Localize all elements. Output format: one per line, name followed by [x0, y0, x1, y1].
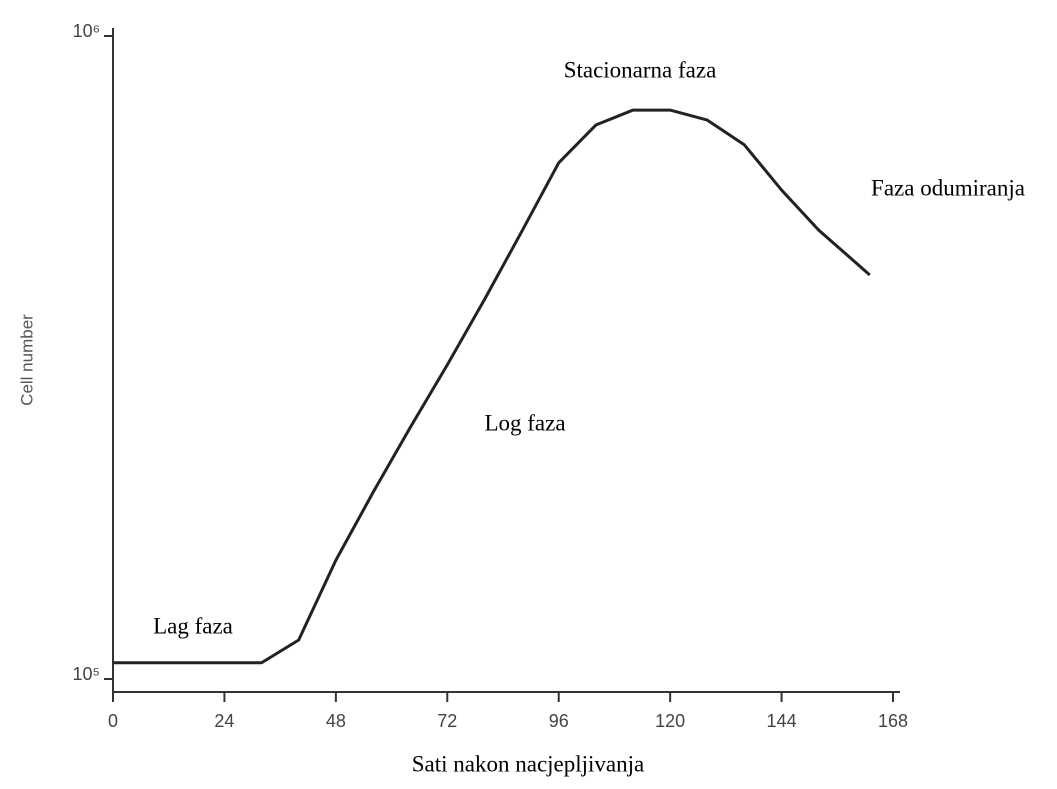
phase-annotation: Log faza — [484, 410, 565, 435]
x-tick-label: 120 — [655, 711, 685, 731]
x-tick-label: 72 — [437, 711, 457, 731]
x-tick-label: 24 — [214, 711, 234, 731]
x-tick-label: 168 — [878, 711, 908, 731]
x-tick-label: 96 — [549, 711, 569, 731]
y-axis-label: Cell number — [17, 314, 36, 406]
phase-annotation: Stacionarna faza — [564, 57, 717, 82]
x-axis-label: Sati nakon nacjepljivanja — [412, 751, 644, 776]
phase-annotation: Lag faza — [153, 613, 233, 638]
y-tick-label: 10⁶ — [73, 21, 100, 41]
x-tick-label: 0 — [108, 711, 118, 731]
x-tick-label: 48 — [326, 711, 346, 731]
growth-curve — [113, 108, 871, 665]
y-tick-label: 10⁵ — [73, 664, 100, 684]
phase-annotation: Faza odumiranja — [871, 175, 1025, 200]
x-tick-label: 144 — [767, 711, 797, 731]
